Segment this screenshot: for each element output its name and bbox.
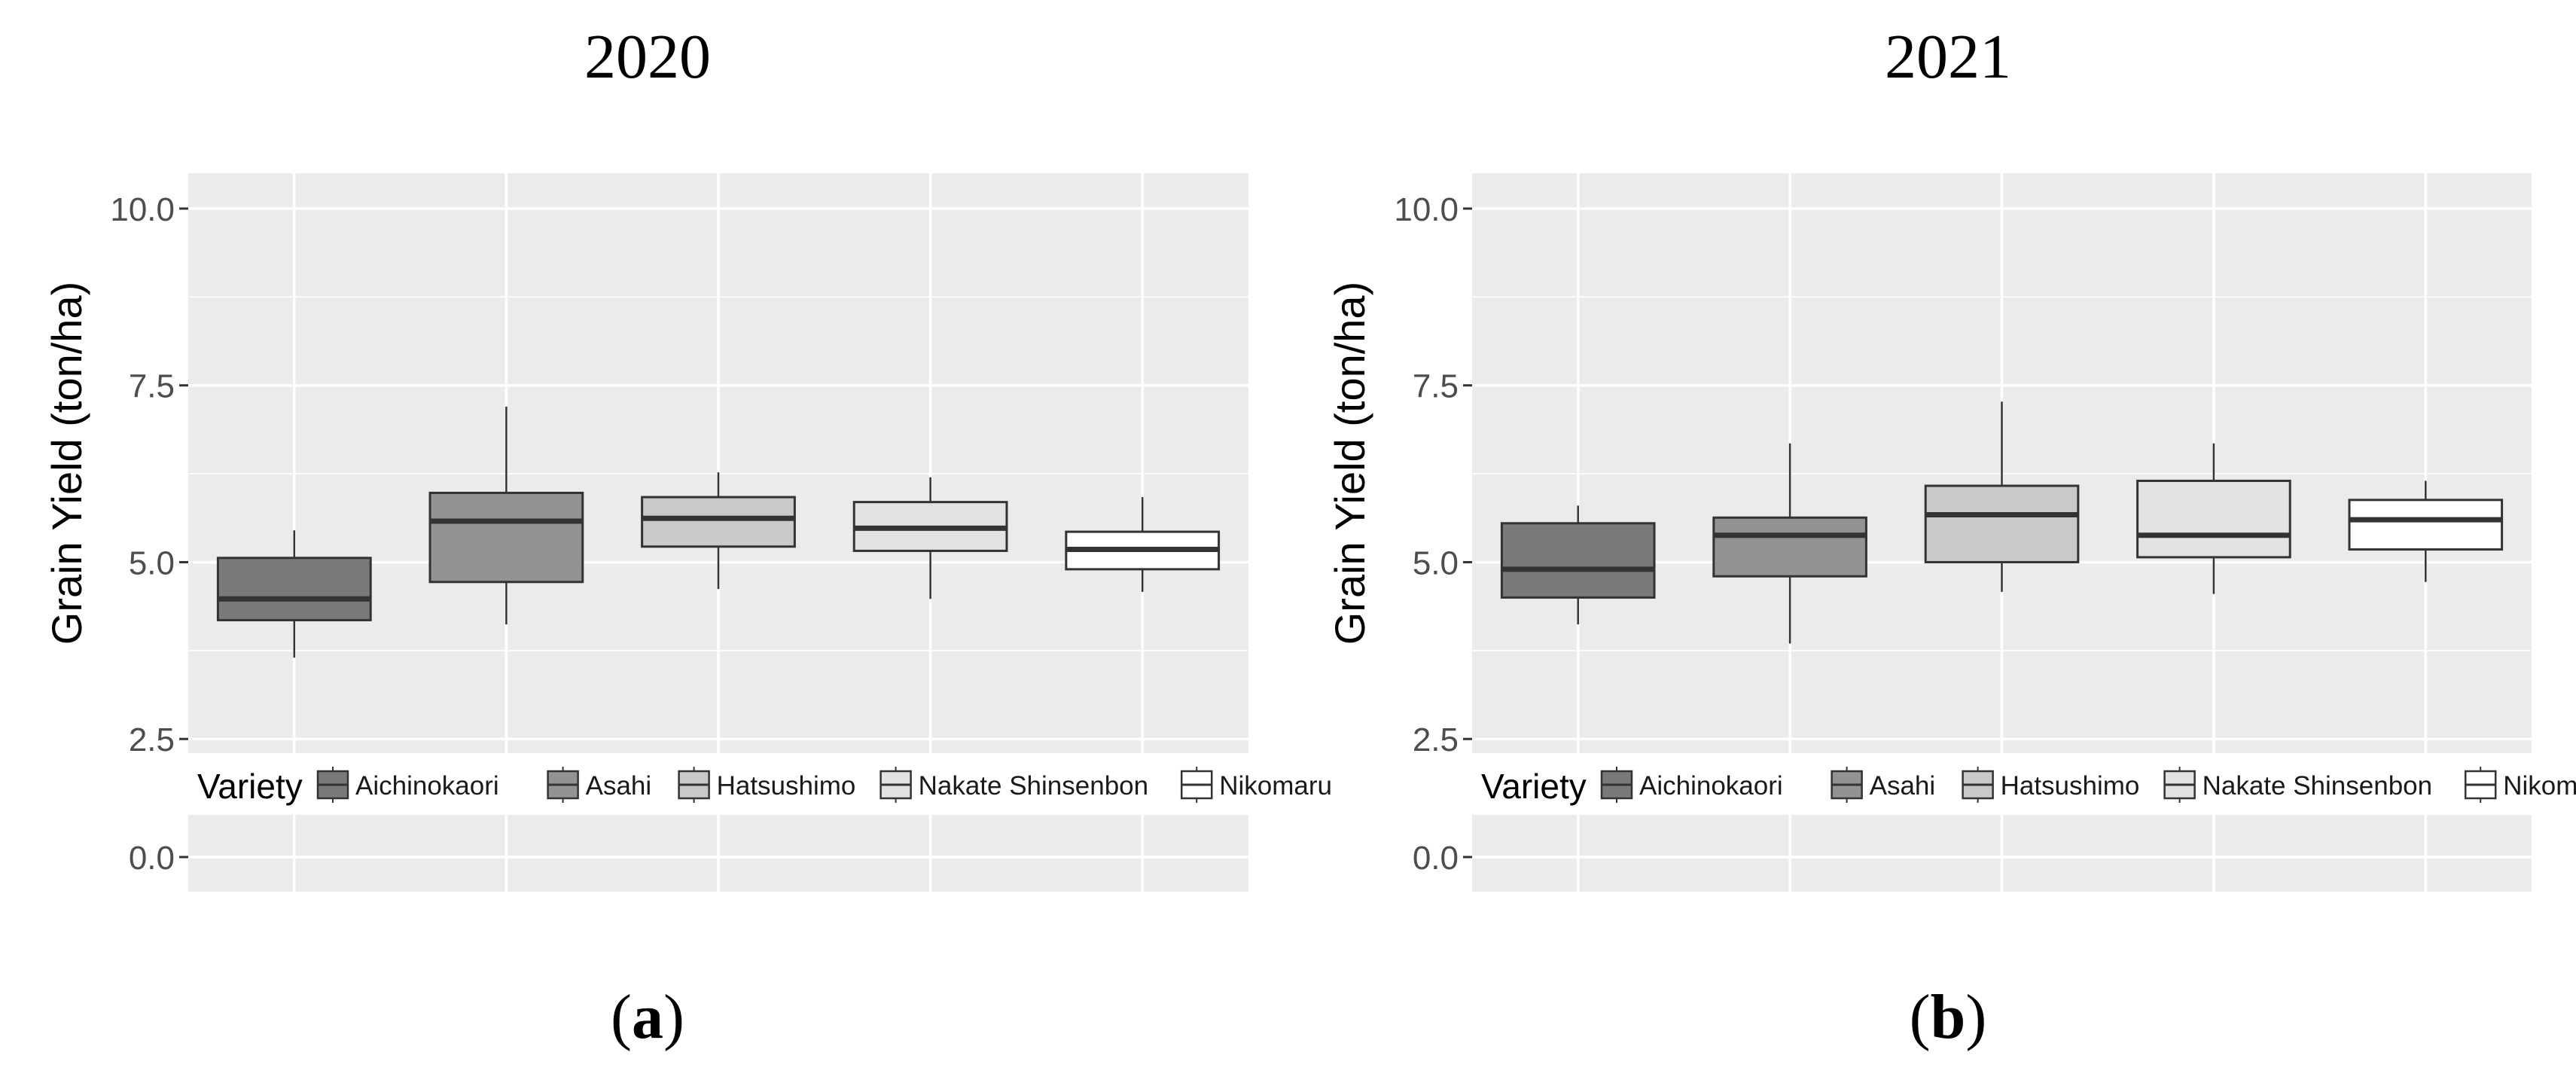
legend-label: Nikomaru xyxy=(1219,771,1332,801)
legend-label: Nakate Shinsenbon xyxy=(919,771,1149,801)
y-axis-title: Grain Yield (ton/ha) xyxy=(43,282,90,645)
box-body xyxy=(216,557,372,621)
box-body xyxy=(641,496,796,548)
panel-title: 2021 xyxy=(1885,22,2011,92)
y-tick-label: 2.5 xyxy=(129,721,175,758)
legend-label: Nakate Shinsenbon xyxy=(2203,771,2433,801)
box-body xyxy=(1500,522,1656,599)
y-tick-label: 2.5 xyxy=(1413,721,1459,758)
legend-title: Variety xyxy=(197,767,303,806)
box-asahi xyxy=(428,406,584,625)
box-nakate-shinsenbon xyxy=(2136,443,2291,594)
panel-2021: 2021 0.0 2.5 5.0 7.5 10.0 Grain Yield (ton/ha)… xyxy=(1326,22,2576,1052)
panel-title: 2020 xyxy=(584,22,711,92)
box-aichinokaori xyxy=(216,530,372,658)
legend: Variety Aichinokaori Asahi Hatsushimo Nakate… xyxy=(197,767,1332,806)
box-nakate-shinsenbon xyxy=(852,477,1008,599)
box-body xyxy=(2136,479,2291,559)
y-axis-title: Grain Yield (ton/ha) xyxy=(1326,282,1373,645)
legend-label: Hatsushimo xyxy=(717,771,856,801)
legend-label: Aichinokaori xyxy=(355,771,499,801)
panel-label: (a) xyxy=(611,982,684,1052)
box-body xyxy=(1924,484,2080,563)
legend-label: Aichinokaori xyxy=(1639,771,1783,801)
box-nikomaru xyxy=(1065,497,1221,592)
y-tick-label: 5.0 xyxy=(1413,544,1459,581)
panel-label: (b) xyxy=(1910,982,1987,1052)
y-tick-label: 0.0 xyxy=(129,840,175,877)
box-nikomaru xyxy=(2348,480,2504,582)
legend-label: Hatsushimo xyxy=(2001,771,2140,801)
legend-band xyxy=(1472,753,2532,815)
legend-band xyxy=(188,753,1248,815)
y-tick-label: 7.5 xyxy=(1413,368,1459,405)
box-aichinokaori xyxy=(1500,505,1656,625)
y-tick-label: 5.0 xyxy=(129,544,175,581)
box-body xyxy=(1712,516,1867,578)
y-tick-label: 10.0 xyxy=(110,191,175,228)
box-asahi xyxy=(1712,443,1867,644)
box-hatsushimo xyxy=(641,472,796,590)
y-tick-label: 10.0 xyxy=(1394,191,1459,228)
y-tick-label: 0.0 xyxy=(1413,840,1459,877)
box-hatsushimo xyxy=(1924,401,2080,592)
box-body xyxy=(2348,499,2504,551)
legend-label: Nikomaru xyxy=(2503,771,2576,801)
legend-label: Asahi xyxy=(1870,771,1936,801)
box-body xyxy=(428,491,584,584)
legend: Variety Aichinokaori Asahi Hatsushimo Nakate… xyxy=(1481,767,2576,806)
y-tick-label: 7.5 xyxy=(129,368,175,405)
legend-title: Variety xyxy=(1481,767,1587,806)
panel-2020: 2020 0.0 2.5 5.0 7.5 10.0 Grain Yield (ton/ha)… xyxy=(43,22,1332,1052)
legend-label: Asahi xyxy=(586,771,652,801)
